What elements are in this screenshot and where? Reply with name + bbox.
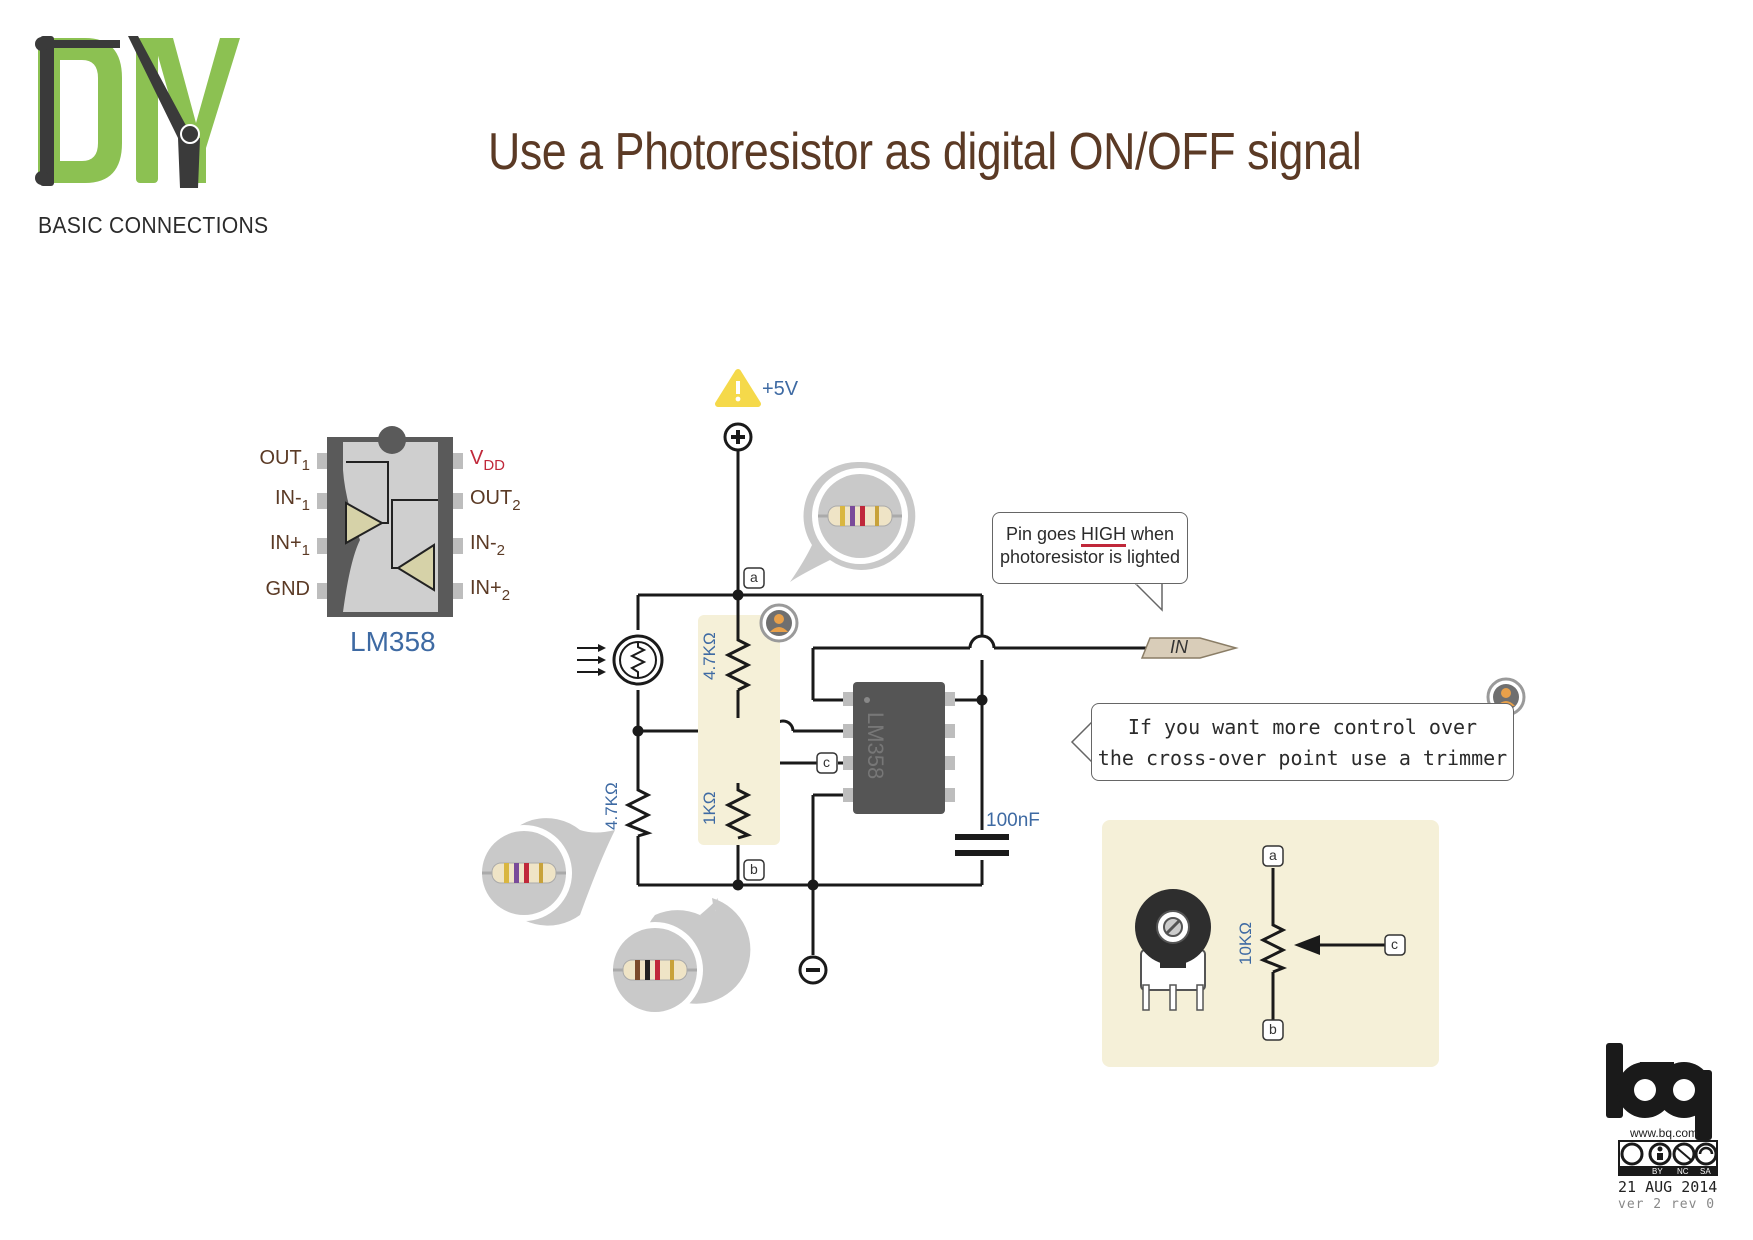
note-text: when xyxy=(1126,524,1175,544)
node-a-label: a xyxy=(750,569,758,585)
trimmer-node-c-label: c xyxy=(1391,936,1398,952)
footer-date: 21 AUG 2014 xyxy=(1618,1178,1718,1196)
pin-label-gnd: GND xyxy=(265,578,310,600)
trimmer-node-boxes xyxy=(1262,845,1406,1041)
resistor-image-icon-1 xyxy=(818,505,902,527)
resistor-callout-left xyxy=(476,818,615,926)
screwdriver-icon xyxy=(40,36,54,186)
diy-logo xyxy=(35,36,240,188)
input-probe-icon xyxy=(1140,637,1239,659)
capacitor-value: 100nF xyxy=(986,810,1040,831)
note-tail-1 xyxy=(1133,582,1163,612)
supply-voltage-label: +5V xyxy=(762,378,799,400)
cc-by-label: BY xyxy=(1652,1167,1663,1176)
resistor-left xyxy=(624,785,653,838)
resistor-mid xyxy=(724,783,753,840)
resistor-left-value: 4.7KΩ xyxy=(602,782,621,830)
logo-subtitle: BASIC CONNECTIONS xyxy=(38,212,269,238)
pin-high-note: Pin goes HIGH when photoresistor is ligh… xyxy=(992,512,1188,584)
minus-terminal-icon xyxy=(798,955,828,985)
plus-terminal-icon xyxy=(723,422,753,452)
resistor-top-value: 4.7KΩ xyxy=(700,632,719,680)
user-avatar-icon-1 xyxy=(759,603,799,643)
pin-label-in-minus-1: IN-1 xyxy=(274,487,310,514)
resistor-mid-value: 1KΩ xyxy=(700,791,719,825)
pin-label-out2: OUT2 xyxy=(470,487,521,514)
pin-label-vdd: VDD xyxy=(470,447,506,474)
cc-nc-label: NC xyxy=(1677,1167,1689,1176)
note-text: Pin goes xyxy=(1005,524,1081,544)
node-b-label: b xyxy=(750,861,758,877)
pin-label-in-plus-1: IN+1 xyxy=(269,532,310,559)
trimmer-node-b-label: b xyxy=(1269,1021,1277,1037)
chip-marking: LM358 xyxy=(863,712,888,780)
bq-url: www.bq.com xyxy=(1630,1126,1699,1140)
trimmer-symbol xyxy=(1259,868,1385,1020)
warning-icon xyxy=(715,369,761,407)
pin-label-in-plus-2: IN+2 xyxy=(470,577,511,604)
lm358-chip xyxy=(843,682,955,814)
resistor-callout-top xyxy=(790,461,916,582)
node-label-boxes xyxy=(743,567,838,881)
resistor-top xyxy=(724,632,752,692)
capacitor-symbol xyxy=(955,834,1009,856)
pliers-icon xyxy=(128,36,190,188)
node-c-label: c xyxy=(823,754,830,770)
photoresistor-icon xyxy=(577,634,664,686)
note-tail-2 xyxy=(1070,720,1093,764)
pin-label-in-minus-2: IN-2 xyxy=(470,532,506,559)
cc-sa-label: SA xyxy=(1700,1167,1711,1176)
high-word: HIGH xyxy=(1081,524,1126,547)
resistor-image-icon-2 xyxy=(482,862,566,884)
trimmer-potentiometer-icon xyxy=(1135,889,1211,1011)
trimmer-note: If you want more control over the cross-… xyxy=(1091,703,1514,781)
cc-license-badge xyxy=(1618,1140,1718,1176)
trimmer-node-a-label: a xyxy=(1269,847,1277,863)
page-title: Use a Photoresistor as digital ON/OFF si… xyxy=(488,123,1362,181)
resistor-highlight xyxy=(698,615,780,845)
pin-label-out1: OUT1 xyxy=(259,447,310,474)
note-line-2: the cross-over point use a trimmer xyxy=(1097,746,1508,770)
chip-name-label: LM358 xyxy=(350,626,436,657)
resistor-callout-bottom xyxy=(607,898,751,1018)
wiper-arrow-icon xyxy=(1294,935,1320,955)
trimmer-value: 10KΩ xyxy=(1236,922,1255,965)
logo-d xyxy=(38,38,122,183)
note-line-1: If you want more control over xyxy=(1127,715,1478,739)
footer-version: ver 2 rev 0 xyxy=(1618,1197,1716,1212)
note-text: photoresistor is lighted xyxy=(999,547,1181,567)
output-probe-label: IN xyxy=(1170,637,1188,657)
logo-y xyxy=(153,38,240,183)
resistor-image-icon-3 xyxy=(613,959,697,981)
bq-logo xyxy=(1606,1043,1712,1140)
lm358-pinout-diagram xyxy=(317,426,463,617)
